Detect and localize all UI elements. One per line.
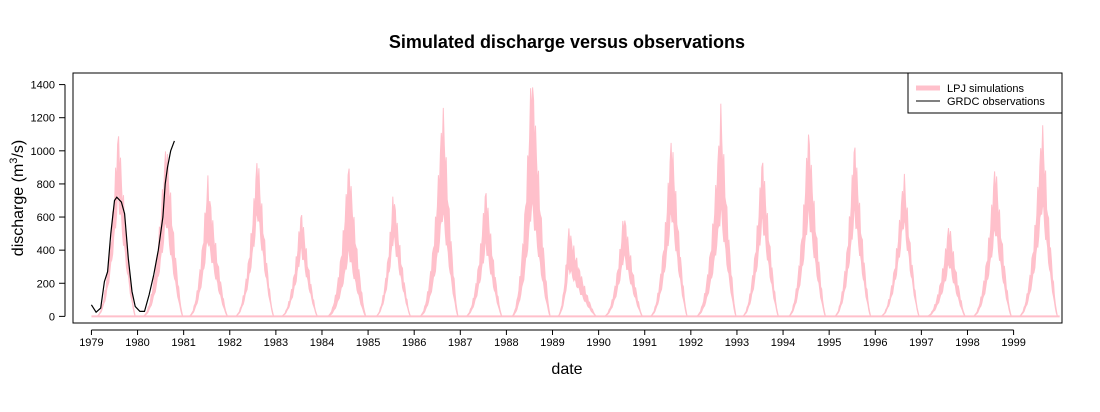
x-tick-label: 1979	[79, 337, 103, 349]
simulation-peak	[787, 134, 826, 317]
x-tick-label: 1998	[955, 337, 979, 349]
x-axis: 1979 1980 1981 1982 1983 1984 1985 1986 1987 1988…	[79, 329, 1026, 349]
y-axis-label-superscript: 3	[8, 158, 20, 164]
x-tick-label: 1983	[264, 337, 288, 349]
y-tick-label: 1200	[31, 113, 55, 125]
simulation-peak	[464, 193, 503, 317]
simulation-peak	[695, 103, 737, 317]
simulation-peak	[925, 228, 966, 317]
simulation-peak	[188, 175, 228, 317]
x-tick-label: 1993	[725, 337, 749, 349]
x-tick-label: 1999	[1001, 337, 1025, 349]
y-axis-label-main: discharge (m	[10, 164, 27, 256]
y-tick-label: 200	[37, 278, 55, 290]
x-tick-label: 1990	[586, 337, 610, 349]
observation-line-layer	[90, 140, 175, 314]
x-tick-label: 1989	[540, 337, 564, 349]
simulation-peak	[418, 107, 459, 317]
observation-line	[90, 140, 175, 314]
plot-area	[90, 87, 1060, 318]
x-tick-label: 1995	[817, 337, 841, 349]
legend-box	[907, 72, 1063, 114]
x-axis-label: date	[551, 361, 582, 378]
y-axis: 0 200 400 600 800 1000 1200 1400	[31, 80, 66, 323]
x-tick-label: 1992	[679, 337, 703, 349]
y-tick-label: 0	[49, 311, 55, 323]
legend-label-simulations: LPJ simulations	[947, 83, 1025, 95]
simulation-peak	[972, 171, 1012, 317]
legend-label-observations: GRDC observations	[947, 96, 1045, 108]
simulation-peak	[326, 168, 367, 317]
y-axis-label-suffix: /s)	[10, 140, 27, 158]
y-tick-label: 1000	[31, 146, 55, 158]
x-tick-label: 1980	[125, 337, 149, 349]
simulation-peak	[142, 151, 184, 317]
x-tick-label: 1996	[863, 337, 887, 349]
simulation-peak	[95, 136, 136, 317]
simulation-peak	[833, 147, 872, 317]
simulation-peak	[741, 162, 779, 317]
y-tick-label: 400	[37, 245, 55, 257]
chart-title: Simulated discharge versus observations	[389, 32, 745, 52]
plot-frame	[72, 72, 1063, 324]
x-tick-label: 1997	[909, 337, 933, 349]
x-tick-label: 1987	[448, 337, 472, 349]
x-tick-label: 1994	[771, 337, 795, 349]
x-tick-label: 1986	[402, 337, 426, 349]
simulation-peak	[510, 87, 551, 317]
simulation-peak	[603, 220, 643, 317]
y-axis-label: discharge (m3/s)	[8, 140, 27, 256]
simulation-peak	[879, 173, 920, 317]
x-tick-label: 1991	[632, 337, 656, 349]
simulation-peak	[374, 196, 411, 317]
y-tick-label: 1400	[31, 80, 55, 92]
simulation-peak	[649, 142, 688, 317]
legend: LPJ simulations GRDC observations	[907, 72, 1063, 114]
simulation-peak	[556, 228, 597, 317]
simulation-peak	[1018, 125, 1058, 317]
simulation-band-layer	[91, 87, 1060, 318]
y-tick-label: 800	[37, 179, 55, 191]
x-tick-label: 1981	[171, 337, 195, 349]
x-tick-label: 1982	[218, 337, 242, 349]
simulation-peak	[234, 163, 275, 317]
x-tick-label: 1988	[494, 337, 518, 349]
x-tick-label: 1985	[356, 337, 380, 349]
y-tick-label: 600	[37, 212, 55, 224]
x-tick-label: 1984	[310, 337, 334, 349]
simulation-peak	[280, 214, 318, 317]
